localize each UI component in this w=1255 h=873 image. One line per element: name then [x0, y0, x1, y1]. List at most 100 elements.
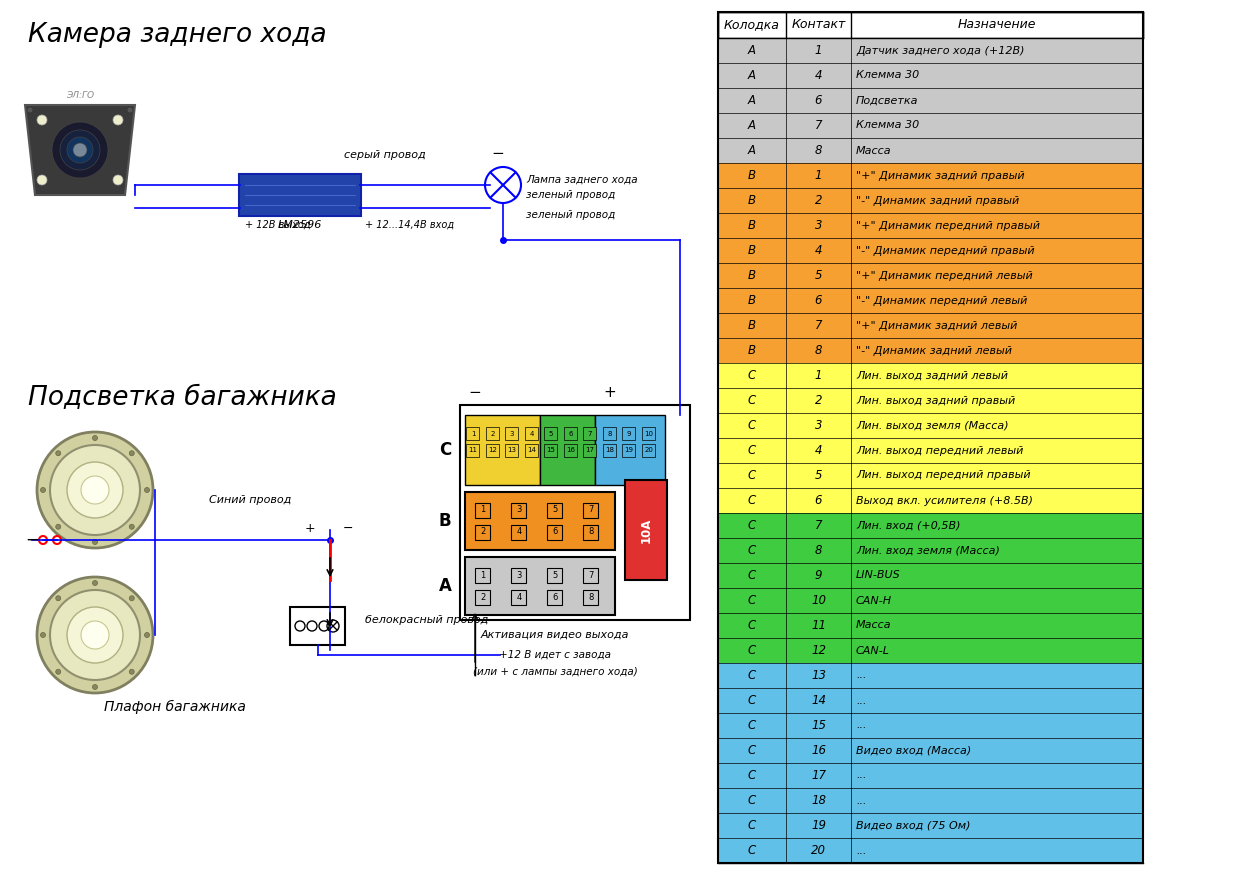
Text: 2: 2: [814, 194, 822, 207]
Text: 7: 7: [589, 570, 594, 580]
Bar: [718, 663, 1143, 688]
Bar: [718, 188, 1143, 213]
Circle shape: [129, 450, 134, 456]
Circle shape: [93, 684, 98, 690]
Circle shape: [93, 540, 98, 545]
Text: B: B: [748, 194, 756, 207]
Bar: [718, 488, 1143, 513]
Bar: [718, 713, 1143, 738]
Text: 8: 8: [814, 144, 822, 157]
Text: +12 В идет с завода: +12 В идет с завода: [499, 650, 611, 660]
Text: B: B: [748, 319, 756, 332]
Text: "+" Динамик передний левый: "+" Динамик передний левый: [856, 271, 1033, 280]
Text: 13: 13: [507, 448, 517, 453]
Text: 3: 3: [814, 419, 822, 432]
Text: Подсветка: Подсветка: [856, 95, 919, 106]
Text: зеленый провод: зеленый провод: [526, 190, 615, 200]
Text: Масса: Масса: [856, 621, 891, 630]
Text: 10: 10: [811, 594, 826, 607]
Text: 3: 3: [516, 505, 522, 514]
Bar: [718, 588, 1143, 613]
Circle shape: [67, 137, 93, 163]
Text: Назначение: Назначение: [958, 18, 1037, 31]
Text: 9: 9: [626, 430, 631, 436]
Text: LM2596: LM2596: [277, 220, 323, 230]
Circle shape: [129, 525, 134, 529]
Text: C: C: [748, 619, 756, 632]
Text: C: C: [748, 494, 756, 507]
Text: "-" Динамик передний левый: "-" Динамик передний левый: [856, 295, 1028, 306]
Bar: [547, 525, 562, 540]
Bar: [584, 525, 597, 540]
Text: Лин. выход передний правый: Лин. выход передний правый: [856, 471, 1030, 480]
Bar: [474, 525, 489, 540]
Text: 7: 7: [814, 119, 822, 132]
Bar: [718, 838, 1143, 863]
Text: 8: 8: [589, 593, 594, 601]
Bar: [290, 607, 345, 645]
Circle shape: [93, 581, 98, 586]
Text: 5: 5: [814, 469, 822, 482]
Text: −: −: [343, 521, 353, 534]
Text: 15: 15: [547, 448, 556, 453]
Bar: [474, 503, 489, 518]
Text: 1: 1: [481, 570, 486, 580]
Circle shape: [50, 590, 141, 680]
Text: 1: 1: [814, 44, 822, 57]
Text: 17: 17: [586, 448, 595, 453]
Bar: [511, 525, 526, 540]
Text: 12: 12: [811, 644, 826, 657]
Text: Лампа заднего хода: Лампа заднего хода: [526, 175, 638, 185]
Text: 8: 8: [814, 344, 822, 357]
Circle shape: [144, 633, 149, 637]
Circle shape: [36, 115, 46, 125]
Text: 2: 2: [481, 527, 486, 537]
Bar: [466, 427, 479, 440]
Text: C: C: [748, 819, 756, 832]
Text: 4: 4: [530, 430, 533, 436]
Bar: [718, 438, 1143, 463]
Bar: [718, 288, 1143, 313]
Text: C: C: [748, 694, 756, 707]
Text: 12: 12: [488, 448, 497, 453]
Text: 17: 17: [811, 769, 826, 782]
Text: Выход вкл. усилителя (+8.5В): Выход вкл. усилителя (+8.5В): [856, 496, 1033, 505]
Text: 2: 2: [491, 430, 494, 436]
Text: 4: 4: [814, 244, 822, 257]
Bar: [584, 568, 597, 583]
Text: +: +: [604, 385, 616, 400]
Text: +: +: [305, 521, 315, 534]
Text: C: C: [748, 469, 756, 482]
Text: −: −: [25, 531, 39, 549]
Bar: [718, 113, 1143, 138]
Bar: [466, 444, 479, 457]
Circle shape: [40, 487, 45, 492]
Text: "-" Динамик задний левый: "-" Динамик задний левый: [856, 346, 1012, 355]
Circle shape: [36, 432, 153, 548]
Circle shape: [93, 436, 98, 441]
Bar: [461, 405, 690, 620]
Text: 5: 5: [552, 505, 557, 514]
Text: A: A: [748, 119, 756, 132]
Bar: [718, 338, 1143, 363]
Text: Масса: Масса: [856, 146, 891, 155]
Text: Синий провод: Синий провод: [208, 495, 291, 505]
Polygon shape: [25, 105, 136, 195]
Text: C: C: [748, 544, 756, 557]
Bar: [511, 568, 526, 583]
Bar: [547, 590, 562, 605]
Bar: [641, 427, 655, 440]
Bar: [718, 313, 1143, 338]
Bar: [543, 444, 557, 457]
Text: 15: 15: [811, 719, 826, 732]
Text: C: C: [748, 744, 756, 757]
Bar: [718, 763, 1143, 788]
Text: 19: 19: [625, 448, 634, 453]
Text: 8: 8: [589, 527, 594, 537]
Text: 10А: 10А: [640, 518, 653, 543]
Text: 6: 6: [569, 430, 572, 436]
Text: 2: 2: [814, 394, 822, 407]
Bar: [622, 427, 635, 440]
Text: ...: ...: [856, 845, 866, 856]
Bar: [718, 688, 1143, 713]
